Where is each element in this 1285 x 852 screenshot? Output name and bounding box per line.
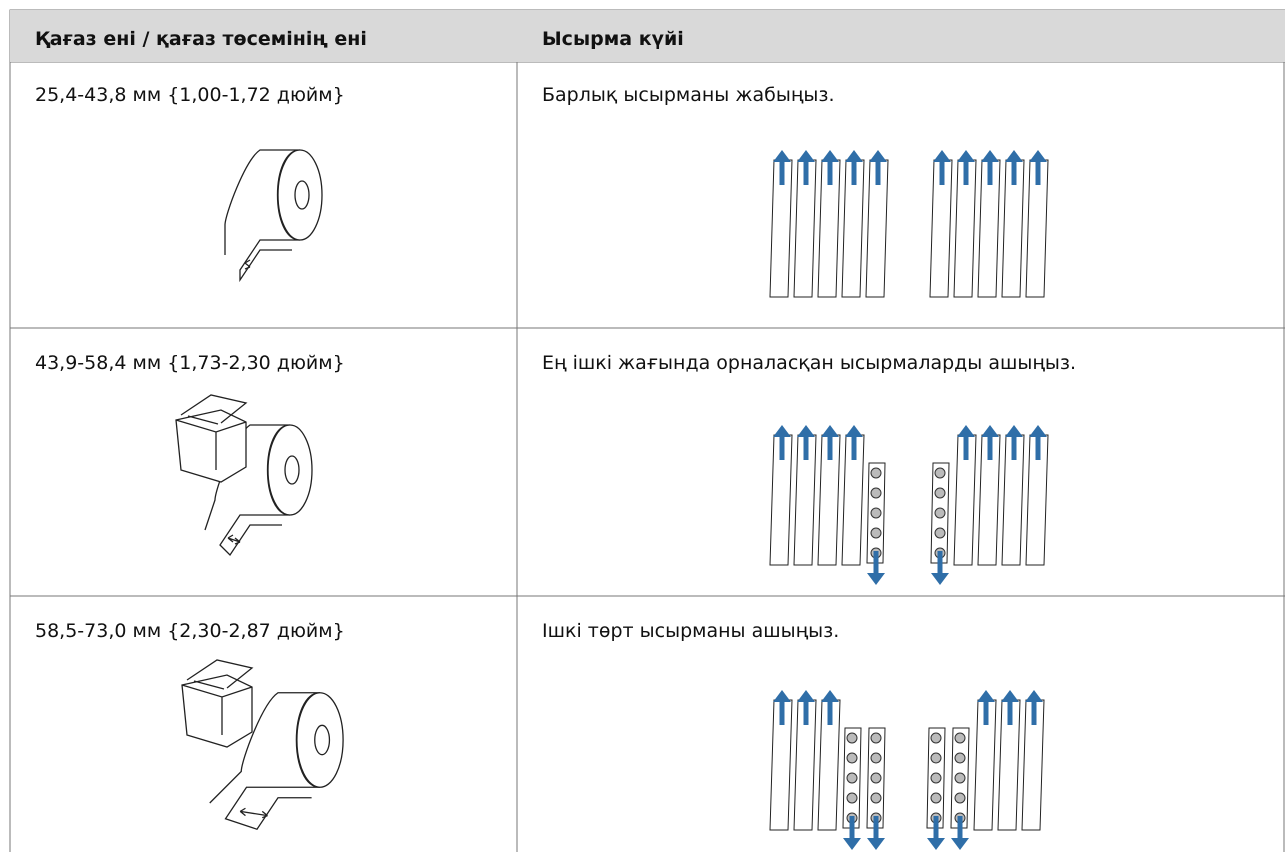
cell: Ең ішкі жағында орналасқан ысырмаларды а… xyxy=(542,352,1077,374)
cell: 58,5-73,0 мм {2,30-2,87 дюйм} xyxy=(35,620,345,642)
shutter-hole xyxy=(846,752,858,764)
shutter-hole xyxy=(954,752,966,764)
shutter-hole xyxy=(870,772,882,784)
arrow-head xyxy=(931,573,949,585)
arrow-head xyxy=(773,150,791,162)
shutter-hole xyxy=(846,772,858,784)
shutter-hole xyxy=(846,792,858,804)
arrow-head xyxy=(797,425,815,437)
roll-part xyxy=(277,149,323,241)
arrow-head xyxy=(869,150,887,162)
shutter-hole xyxy=(930,752,942,764)
shutter-hole xyxy=(870,792,882,804)
table: Қағаз ені / қағаз төсемінің ені Ысырма к… xyxy=(10,10,1285,852)
arrow-head xyxy=(867,838,885,850)
shutter-hole xyxy=(870,732,882,744)
arrow-head xyxy=(797,690,815,702)
arrow-head xyxy=(981,425,999,437)
arrow-head xyxy=(957,150,975,162)
arrow-head xyxy=(957,425,975,437)
roll-part xyxy=(294,180,310,210)
arrow-head xyxy=(821,690,839,702)
roll-part xyxy=(284,455,300,485)
arrow-head xyxy=(981,150,999,162)
roll-part xyxy=(267,424,313,516)
roll-icon xyxy=(204,424,313,557)
arrow-head xyxy=(867,573,885,585)
shutter-hole xyxy=(954,772,966,784)
shutter-hole xyxy=(954,732,966,744)
roll-icon xyxy=(224,149,323,283)
arrow-head xyxy=(821,425,839,437)
arrow-head xyxy=(845,425,863,437)
shutter-hole xyxy=(930,772,942,784)
arrow-head xyxy=(1029,150,1047,162)
header-cell: Қағаз ені / қағаз төсемінің ені xyxy=(10,10,517,62)
roll-part xyxy=(296,692,344,788)
arrow-head xyxy=(821,150,839,162)
box-icon xyxy=(175,394,248,483)
shutter-hole xyxy=(870,752,882,764)
shutter-hole xyxy=(934,527,946,539)
cell: 25,4-43,8 мм {1,00-1,72 дюйм} xyxy=(35,84,345,106)
box-icon xyxy=(181,659,254,748)
roll-icon xyxy=(209,692,344,831)
shutter-hole xyxy=(870,467,882,479)
shutter-hole xyxy=(870,527,882,539)
arrow-head xyxy=(845,150,863,162)
arrow-head xyxy=(951,838,969,850)
cell: 43,9-58,4 мм {1,73-2,30 дюйм} xyxy=(35,352,345,374)
shutter-hole xyxy=(930,732,942,744)
arrow-head xyxy=(773,425,791,437)
arrow-head xyxy=(933,150,951,162)
arrow-head xyxy=(843,838,861,850)
shutter-hole xyxy=(934,487,946,499)
shutter-hole xyxy=(934,507,946,519)
header-cell: Ысырма күйі xyxy=(517,10,1285,62)
arrow-head xyxy=(1025,690,1043,702)
shutter-hole xyxy=(934,467,946,479)
shutter-hole xyxy=(846,732,858,744)
shutter-hole xyxy=(870,507,882,519)
arrow-head xyxy=(927,838,945,850)
arrow-head xyxy=(1005,425,1023,437)
cell: Барлық ысырманы жабыңыз. xyxy=(542,84,835,106)
arrow-head xyxy=(773,690,791,702)
arrow-head xyxy=(797,150,815,162)
arrow-head xyxy=(1001,690,1019,702)
roll-part xyxy=(314,724,331,756)
shutter-hole xyxy=(954,792,966,804)
roll-part xyxy=(227,534,241,545)
arrow-head xyxy=(1005,150,1023,162)
roll-part xyxy=(244,259,251,270)
shutter-hole xyxy=(870,487,882,499)
roll-part xyxy=(239,807,268,819)
arrow-head xyxy=(1029,425,1047,437)
arrow-head xyxy=(977,690,995,702)
shutter-hole xyxy=(930,792,942,804)
cell: Ішкі төрт ысырманы ашыңыз. xyxy=(542,620,840,642)
